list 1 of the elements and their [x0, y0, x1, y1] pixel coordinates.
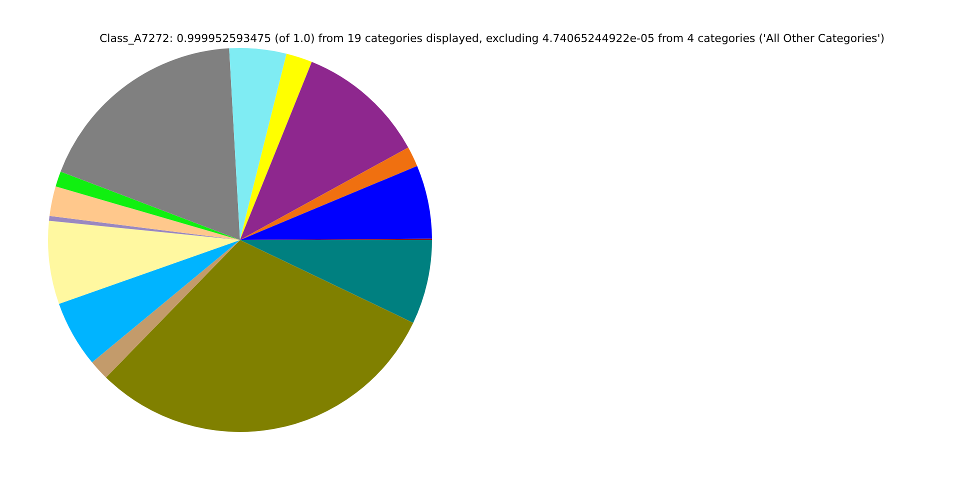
text: Class_A7272: 0.999952593475 (of 1.0) from 19 categories displayed, excluding 4.74065244922e-05 from 4 categories ('All Other Categories') — [98, 32, 886, 45]
